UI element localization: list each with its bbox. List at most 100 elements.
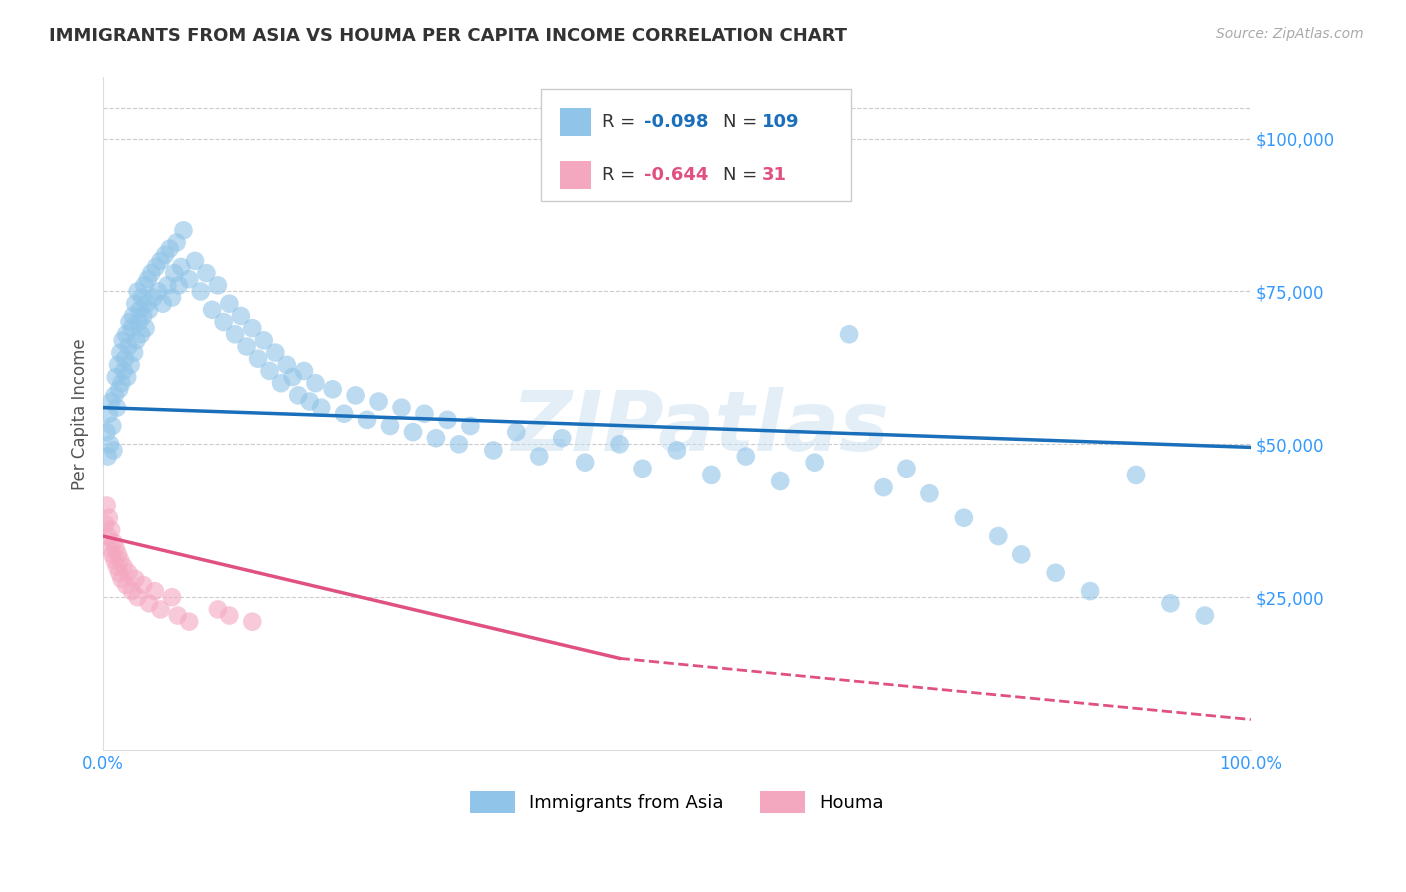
Point: [281, 370, 304, 384]
Point: [482, 443, 505, 458]
Point: [229, 309, 252, 323]
Point: [103, 443, 125, 458]
Point: [574, 456, 596, 470]
Point: [115, 578, 138, 592]
Point: [631, 462, 654, 476]
Point: [240, 615, 263, 629]
Point: [152, 296, 174, 310]
Point: [170, 260, 193, 274]
Text: ZIPatlas: ZIPatlas: [510, 387, 889, 467]
Point: [190, 285, 212, 299]
Point: [391, 401, 413, 415]
Point: [143, 584, 166, 599]
Point: [149, 253, 172, 268]
Point: [172, 223, 194, 237]
Point: [104, 388, 127, 402]
Point: [110, 553, 132, 567]
Point: [94, 516, 117, 531]
Point: [132, 578, 155, 592]
Point: [127, 591, 149, 605]
Point: [121, 321, 143, 335]
Point: [138, 302, 160, 317]
Point: [551, 431, 574, 445]
Point: [1194, 608, 1216, 623]
Point: [136, 272, 159, 286]
Point: [120, 358, 142, 372]
Text: Source: ZipAtlas.com: Source: ZipAtlas.com: [1216, 27, 1364, 41]
Text: -0.644: -0.644: [644, 166, 709, 184]
Point: [460, 419, 482, 434]
Text: R =: R =: [602, 113, 641, 131]
Point: [425, 431, 447, 445]
Point: [665, 443, 688, 458]
Point: [124, 296, 146, 310]
Point: [97, 510, 120, 524]
Point: [167, 278, 190, 293]
Point: [259, 364, 281, 378]
Point: [179, 615, 201, 629]
Point: [98, 437, 121, 451]
Point: [953, 510, 976, 524]
Point: [105, 401, 128, 415]
Point: [700, 467, 723, 482]
Point: [240, 321, 263, 335]
Point: [447, 437, 470, 451]
Point: [118, 315, 141, 329]
Point: [103, 535, 125, 549]
Point: [166, 608, 188, 623]
Point: [125, 334, 148, 348]
Point: [304, 376, 326, 391]
Point: [156, 278, 179, 293]
Point: [114, 351, 136, 366]
Point: [117, 566, 139, 580]
Point: [131, 291, 153, 305]
Point: [104, 370, 127, 384]
Point: [1078, 584, 1101, 599]
Point: [276, 358, 298, 372]
Point: [129, 327, 152, 342]
Point: [235, 339, 257, 353]
Point: [97, 407, 120, 421]
Point: [413, 407, 436, 421]
Point: [122, 345, 145, 359]
Point: [148, 285, 170, 299]
Text: -0.098: -0.098: [644, 113, 709, 131]
Point: [218, 608, 240, 623]
Point: [159, 242, 181, 256]
Point: [309, 401, 332, 415]
Point: [100, 394, 122, 409]
Y-axis label: Per Capita Income: Per Capita Income: [72, 338, 89, 490]
Point: [98, 541, 121, 556]
Point: [115, 327, 138, 342]
Point: [108, 382, 131, 396]
Point: [918, 486, 941, 500]
Point: [201, 302, 224, 317]
Point: [128, 302, 150, 317]
Point: [769, 474, 792, 488]
Text: 31: 31: [762, 166, 787, 184]
Point: [1125, 467, 1147, 482]
Point: [402, 425, 425, 439]
Point: [264, 345, 287, 359]
Text: IMMIGRANTS FROM ASIA VS HOUMA PER CAPITA INCOME CORRELATION CHART: IMMIGRANTS FROM ASIA VS HOUMA PER CAPITA…: [49, 27, 848, 45]
Point: [112, 559, 135, 574]
Point: [253, 334, 276, 348]
Point: [160, 291, 183, 305]
Point: [287, 388, 309, 402]
Point: [134, 278, 156, 293]
Point: [117, 339, 139, 353]
Point: [378, 419, 401, 434]
Text: N =: N =: [723, 166, 762, 184]
Point: [436, 413, 458, 427]
Point: [224, 327, 246, 342]
Point: [609, 437, 631, 451]
Point: [115, 370, 138, 384]
Point: [101, 548, 124, 562]
Point: [96, 425, 118, 439]
Point: [179, 272, 201, 286]
Point: [138, 596, 160, 610]
Point: [838, 327, 860, 342]
Point: [367, 394, 389, 409]
Point: [292, 364, 315, 378]
Point: [124, 572, 146, 586]
